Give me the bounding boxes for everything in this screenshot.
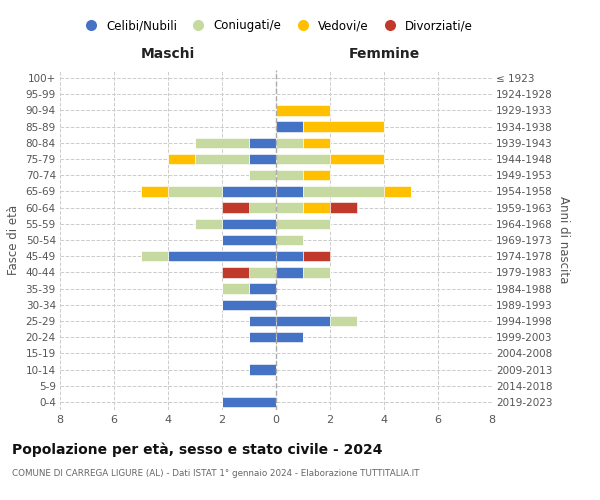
Bar <box>330 154 384 164</box>
Bar <box>249 202 276 213</box>
Text: Popolazione per età, sesso e stato civile - 2024: Popolazione per età, sesso e stato civil… <box>12 442 383 457</box>
Bar <box>303 186 384 196</box>
Bar <box>276 154 330 164</box>
Bar <box>222 218 276 229</box>
Bar <box>249 364 276 375</box>
Text: Maschi: Maschi <box>141 47 195 61</box>
Bar <box>249 332 276 342</box>
Bar <box>222 202 249 213</box>
Bar <box>276 267 303 278</box>
Bar <box>276 170 303 180</box>
Bar <box>249 316 276 326</box>
Bar <box>330 316 357 326</box>
Bar <box>195 138 249 148</box>
Bar <box>222 396 276 407</box>
Bar <box>222 234 276 246</box>
Bar <box>303 251 330 262</box>
Bar <box>168 154 195 164</box>
Bar <box>330 202 357 213</box>
Bar <box>276 251 303 262</box>
Bar <box>141 186 168 196</box>
Bar <box>249 267 276 278</box>
Bar <box>222 284 249 294</box>
Bar <box>195 218 222 229</box>
Bar <box>195 154 249 164</box>
Bar <box>249 170 276 180</box>
Bar <box>276 218 330 229</box>
Bar <box>168 186 222 196</box>
Bar <box>249 154 276 164</box>
Bar <box>276 234 303 246</box>
Bar <box>276 186 303 196</box>
Bar <box>249 284 276 294</box>
Bar <box>384 186 411 196</box>
Bar <box>222 186 276 196</box>
Y-axis label: Anni di nascita: Anni di nascita <box>557 196 569 284</box>
Y-axis label: Fasce di età: Fasce di età <box>7 205 20 275</box>
Bar <box>303 202 330 213</box>
Bar <box>168 251 276 262</box>
Bar <box>141 251 168 262</box>
Bar <box>276 105 330 116</box>
Text: COMUNE DI CARREGA LIGURE (AL) - Dati ISTAT 1° gennaio 2024 - Elaborazione TUTTIT: COMUNE DI CARREGA LIGURE (AL) - Dati IST… <box>12 469 419 478</box>
Bar <box>276 316 330 326</box>
Bar <box>276 138 303 148</box>
Bar <box>303 267 330 278</box>
Bar <box>222 300 276 310</box>
Bar <box>249 138 276 148</box>
Bar <box>303 138 330 148</box>
Bar <box>276 122 303 132</box>
Bar <box>303 122 384 132</box>
Bar <box>222 267 249 278</box>
Text: Femmine: Femmine <box>349 47 419 61</box>
Bar <box>276 332 303 342</box>
Bar <box>303 170 330 180</box>
Legend: Celibi/Nubili, Coniugati/e, Vedovi/e, Divorziati/e: Celibi/Nubili, Coniugati/e, Vedovi/e, Di… <box>74 14 478 37</box>
Bar <box>276 202 303 213</box>
